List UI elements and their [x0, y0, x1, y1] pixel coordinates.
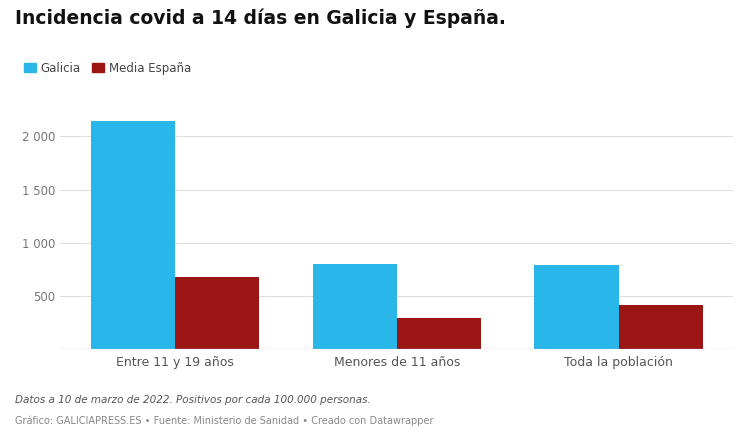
Bar	[313, 264, 397, 349]
Bar	[175, 276, 259, 349]
Legend: Galicia, Media España: Galicia, Media España	[20, 57, 196, 79]
Bar	[91, 121, 175, 349]
Bar	[397, 318, 481, 349]
Text: Datos a 10 de marzo de 2022. Positivos por cada 100.000 personas.: Datos a 10 de marzo de 2022. Positivos p…	[15, 395, 371, 405]
Text: Gráfico: GALICIAPRESS.ES • Fuente: Ministerio de Sanidad • Creado con Datawrappe: Gráfico: GALICIAPRESS.ES • Fuente: Minis…	[15, 416, 434, 426]
Text: Incidencia covid a 14 días en Galicia y España.: Incidencia covid a 14 días en Galicia y …	[15, 9, 506, 28]
Bar	[534, 265, 618, 349]
Bar	[618, 305, 703, 349]
